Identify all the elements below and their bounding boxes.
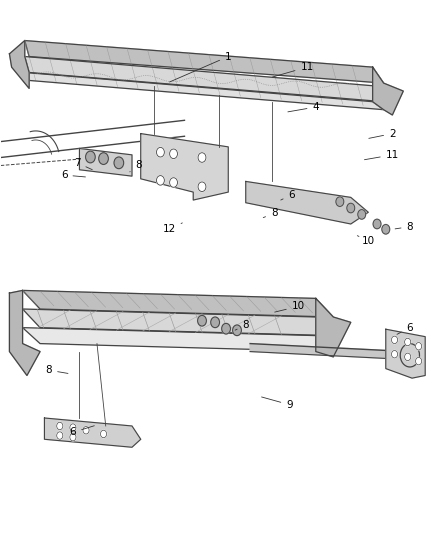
Circle shape: [210, 317, 219, 328]
Polygon shape: [250, 344, 407, 360]
Circle shape: [197, 316, 206, 326]
Circle shape: [70, 433, 76, 441]
Circle shape: [85, 151, 95, 163]
Circle shape: [391, 351, 397, 358]
Polygon shape: [315, 298, 350, 357]
Circle shape: [156, 148, 164, 157]
Circle shape: [198, 153, 205, 163]
Circle shape: [83, 426, 89, 434]
Polygon shape: [22, 290, 332, 317]
Text: 8: 8: [394, 222, 412, 232]
Polygon shape: [25, 41, 383, 83]
Circle shape: [391, 336, 397, 344]
Text: 11: 11: [364, 150, 398, 160]
Text: 6: 6: [70, 426, 94, 438]
Circle shape: [70, 424, 76, 431]
Circle shape: [114, 157, 124, 168]
Text: 6: 6: [396, 322, 412, 334]
Circle shape: [57, 432, 63, 439]
Polygon shape: [385, 329, 424, 378]
Text: 8: 8: [46, 365, 68, 375]
Circle shape: [415, 343, 421, 350]
Circle shape: [381, 224, 389, 234]
Text: 8: 8: [235, 320, 248, 330]
Polygon shape: [22, 309, 332, 336]
Circle shape: [232, 325, 241, 336]
Circle shape: [99, 153, 108, 165]
Polygon shape: [25, 56, 383, 102]
Text: 10: 10: [274, 301, 304, 312]
Polygon shape: [245, 181, 367, 224]
Polygon shape: [22, 328, 332, 352]
Circle shape: [404, 353, 410, 361]
Circle shape: [198, 182, 205, 191]
Circle shape: [169, 177, 177, 187]
Polygon shape: [10, 41, 29, 88]
Text: 11: 11: [272, 62, 313, 77]
Text: 12: 12: [162, 223, 182, 235]
Circle shape: [357, 209, 365, 219]
Polygon shape: [372, 67, 403, 115]
Text: 1: 1: [169, 52, 231, 82]
Circle shape: [156, 175, 164, 185]
Polygon shape: [44, 418, 141, 447]
Text: 8: 8: [130, 160, 141, 172]
Circle shape: [404, 338, 410, 346]
Text: 10: 10: [357, 236, 374, 246]
Text: 6: 6: [280, 190, 294, 200]
Text: 9: 9: [261, 397, 292, 410]
Polygon shape: [141, 134, 228, 200]
Text: 7: 7: [74, 158, 92, 169]
Circle shape: [169, 149, 177, 159]
Circle shape: [57, 422, 63, 430]
Text: 2: 2: [368, 128, 395, 139]
Circle shape: [346, 203, 354, 213]
Text: 4: 4: [287, 102, 318, 112]
Circle shape: [100, 430, 106, 438]
Circle shape: [415, 358, 421, 365]
Text: 8: 8: [263, 208, 277, 219]
Polygon shape: [10, 290, 40, 375]
Polygon shape: [25, 72, 383, 110]
Circle shape: [221, 324, 230, 334]
Circle shape: [335, 197, 343, 206]
Polygon shape: [79, 149, 132, 176]
Circle shape: [372, 219, 380, 229]
Text: 6: 6: [61, 170, 85, 180]
Circle shape: [399, 344, 419, 367]
